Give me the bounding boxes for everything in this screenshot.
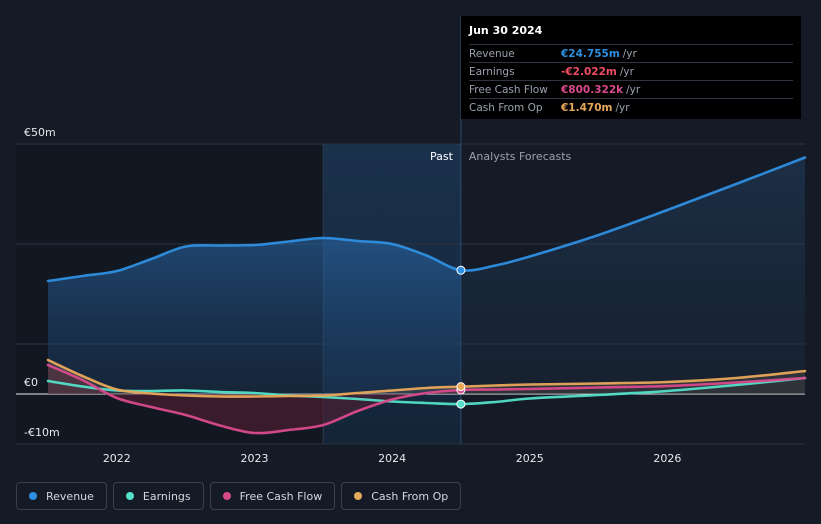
tooltip-value: -€2.022m [561,65,617,78]
tooltip-label: Earnings [469,65,515,78]
series-line-fcf [46,363,807,435]
tooltip-unit: /yr [615,101,630,114]
tooltip-label: Revenue [469,47,515,60]
tooltip-unit: /yr [619,65,634,78]
tooltip-label: Free Cash Flow [469,83,548,96]
legend-label: Cash From Op [371,489,449,503]
past-label: Past [430,150,454,163]
legend: Revenue Earnings Free Cash Flow Cash Fro… [16,482,462,510]
tooltip-unit: /yr [626,83,641,96]
tooltip: Jun 30 2024 Revenue €24.755m /yr Earning… [461,16,801,119]
x-tick-label: 2024 [378,452,406,465]
legend-label: Free Cash Flow [239,489,323,503]
revenue-area-past [48,237,461,394]
revenue-area-forecast [460,157,805,394]
tooltip-row-revenue: Revenue €24.755m /yr [469,44,793,62]
tooltip-value: €800.322k [561,83,624,96]
x-tick-label: 2022 [103,452,131,465]
x-tick-label: 2025 [516,452,544,465]
tooltip-label: Cash From Op [469,101,543,114]
legend-item-earnings[interactable]: Earnings [112,482,204,510]
tooltip-unit: /yr [622,47,637,60]
series-line-revenue [46,156,807,283]
legend-label: Revenue [46,489,94,503]
legend-dot-icon [354,492,363,500]
y-tick-label: €0 [24,376,38,389]
legend-item-cash-from-op[interactable]: Cash From Op [341,482,462,510]
legend-dot-icon [222,492,231,500]
tooltip-row-earnings: Earnings -€2.022m /yr [469,62,793,80]
tooltip-value: €1.470m [561,101,613,114]
legend-item-revenue[interactable]: Revenue [16,482,107,510]
tooltip-row-free-cash-flow: Free Cash Flow €800.322k /yr [469,80,793,98]
legend-dot-icon [29,492,37,500]
data-point-revenue [456,265,466,275]
forecast-label: Analysts Forecasts [469,150,572,163]
data-point-earnings [456,399,466,409]
y-tick-label: -€10m [24,426,60,439]
tooltip-value: €24.755m [561,47,620,60]
tooltip-row-cash-from-op: Cash From Op €1.470m /yr [469,98,793,116]
x-tick-label: 2023 [240,452,268,465]
series-line-earnings [46,376,807,406]
legend-item-free-cash-flow[interactable]: Free Cash Flow [209,482,336,510]
series-line-cfo [46,358,807,398]
x-tick-label: 2026 [653,452,681,465]
legend-dot-icon [125,492,134,500]
fcf-area [48,365,461,434]
y-tick-label: €50m [24,126,56,139]
tooltip-date: Jun 30 2024 [469,24,543,37]
data-point-cfo [456,382,466,392]
legend-label: Earnings [142,489,191,503]
